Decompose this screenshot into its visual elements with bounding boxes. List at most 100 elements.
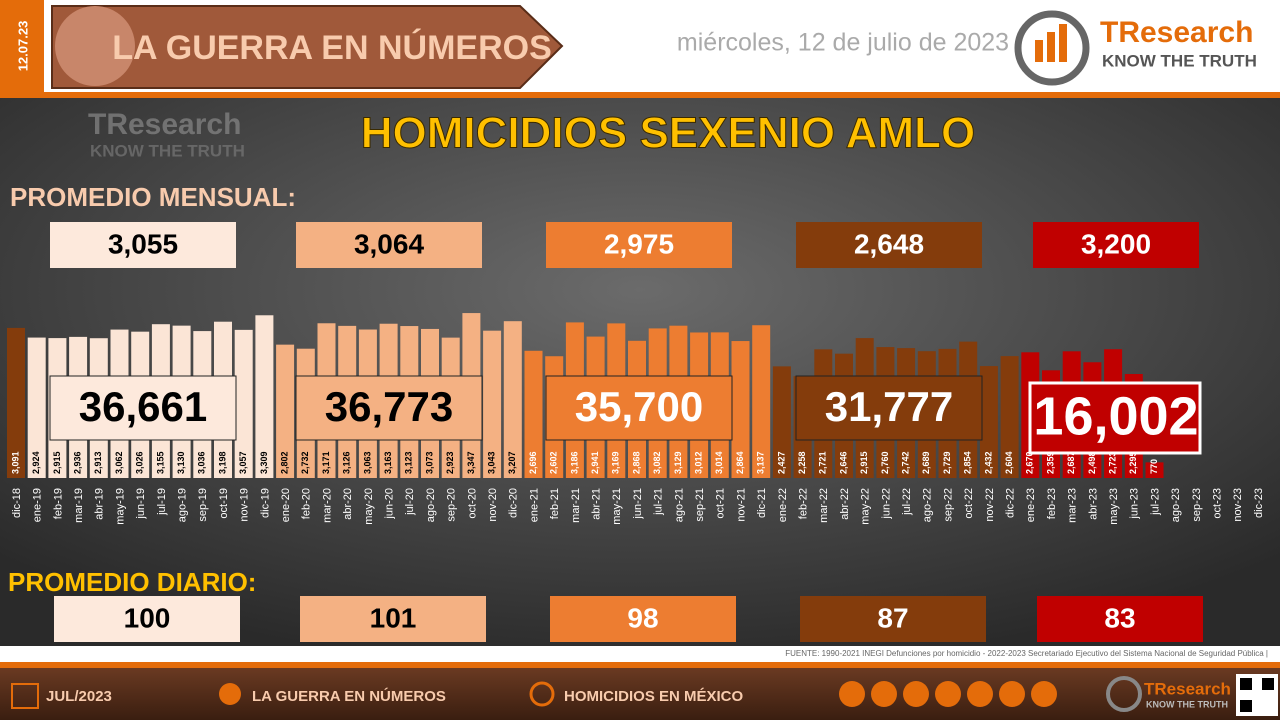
total-box — [49, 375, 237, 441]
x-tick-label: jun-21 — [632, 488, 644, 520]
value-label: 3,063 — [362, 451, 372, 474]
value-label: 3,123 — [404, 451, 414, 474]
daily-average: 87 — [877, 602, 908, 633]
section-title: LA GUERRA EN NÚMEROS — [112, 29, 552, 67]
daily-average: 101 — [370, 602, 417, 633]
period-total: 36,661 — [79, 383, 207, 430]
total-box — [295, 375, 483, 441]
value-label: 3,137 — [756, 451, 766, 474]
bar — [979, 366, 998, 478]
bar — [752, 325, 771, 478]
value-label: 3,155 — [155, 451, 165, 474]
x-tick-label: jul-21 — [653, 488, 665, 516]
facebook-icon[interactable] — [967, 681, 993, 707]
watermark-slogan: KNOW THE TRUTH — [90, 141, 245, 160]
x-tick-label: feb-19 — [52, 488, 64, 519]
daily-average: 100 — [124, 602, 171, 633]
x-tick-label: abr-21 — [591, 488, 603, 520]
x-tick-label: jun-23 — [1129, 488, 1141, 520]
x-tick-label: jun-20 — [384, 488, 396, 520]
period-total: 31,777 — [825, 383, 953, 430]
bar — [731, 341, 750, 478]
logo-bar — [1059, 24, 1067, 62]
value-label: 2,602 — [549, 451, 559, 474]
x-tick-label: mar-19 — [73, 488, 85, 523]
x-tick-label: feb-21 — [549, 488, 561, 519]
monthly-average: 3,064 — [354, 228, 424, 259]
value-label: 3,198 — [217, 451, 227, 474]
x-tick-label: dic-21 — [756, 488, 768, 518]
x-tick-label: dic-19 — [259, 488, 271, 518]
x-tick-label: may-23 — [1108, 488, 1120, 525]
x-tick-label: mar-21 — [570, 488, 582, 523]
youtube-icon[interactable] — [1031, 681, 1057, 707]
monthly-box — [50, 222, 236, 268]
value-label: 2,258 — [797, 451, 807, 474]
value-label: 3,186 — [569, 451, 579, 474]
x-tick-label: may-20 — [363, 488, 375, 525]
monthly-box — [296, 222, 482, 268]
monthly-box — [796, 222, 982, 268]
x-tick-label: nov-21 — [735, 488, 747, 522]
total-box — [795, 375, 983, 441]
date-tag: 12.07.23 — [15, 21, 30, 72]
x-tick-label: sep-23 — [1191, 488, 1203, 522]
monthly-box — [1033, 222, 1199, 268]
value-label: 3,062 — [114, 451, 124, 474]
value-label: 2,854 — [963, 451, 973, 474]
date-strip — [0, 0, 44, 92]
footer-logo-ring — [1106, 676, 1142, 712]
daily-box — [550, 596, 736, 642]
daily-average: 98 — [627, 602, 658, 633]
social-icons — [839, 681, 1057, 707]
value-label: 3,207 — [507, 451, 517, 474]
x-tick-label: abr-20 — [342, 488, 354, 520]
x-tick-label: dic-23 — [1253, 488, 1265, 518]
x-tick-label: dic-22 — [1005, 488, 1017, 518]
calendar-icon — [11, 683, 39, 709]
x-tick-label: may-19 — [114, 488, 126, 525]
footer-period: JUL/2023 — [46, 688, 112, 705]
x-tick-label: mar-23 — [1067, 488, 1079, 523]
value-label: 2,721 — [818, 451, 828, 474]
daily-label: PROMEDIO DIARIO: — [8, 567, 256, 597]
x-tick-label: sep-22 — [942, 488, 954, 522]
logo-slogan: KNOW THE TRUTH — [1102, 51, 1257, 70]
value-label: 3,126 — [342, 451, 352, 474]
daily-box — [300, 596, 486, 642]
x-tick-label: feb-20 — [301, 488, 313, 519]
linkedin-icon[interactable] — [999, 681, 1025, 707]
bar — [772, 366, 791, 478]
logo-bar — [1035, 40, 1043, 62]
value-label: 3,130 — [176, 451, 186, 474]
period-total: 35,700 — [575, 383, 703, 430]
footer-topic: HOMICIDIOS EN MÉXICO — [564, 688, 744, 705]
value-label: 2,913 — [93, 451, 103, 474]
x-tick-label: abr-23 — [1087, 488, 1099, 520]
x-tick-label: ene-21 — [528, 488, 540, 522]
web-icon[interactable] — [839, 681, 865, 707]
bar — [255, 315, 274, 478]
bar — [524, 350, 543, 478]
logo-brand: TResearch — [1100, 16, 1253, 49]
footer-bg — [0, 668, 1280, 720]
value-label: 3,036 — [197, 451, 207, 474]
value-label: 3,073 — [424, 451, 434, 474]
value-label: 2,687 — [1066, 451, 1076, 474]
mail-icon[interactable] — [903, 681, 929, 707]
value-label: 3,091 — [10, 451, 20, 474]
x-tick-label: may-21 — [611, 488, 623, 525]
bar — [503, 321, 522, 478]
daily-average: 83 — [1104, 602, 1135, 633]
twitter-icon[interactable] — [935, 681, 961, 707]
x-tick-label: oct-19 — [218, 488, 230, 519]
x-tick-label: sep-20 — [446, 488, 458, 522]
bar — [483, 330, 502, 478]
value-label: 2,941 — [590, 451, 600, 474]
x-tick-label: nov-19 — [239, 488, 251, 522]
x-tick-label: ene-20 — [280, 488, 292, 522]
value-label: 2,923 — [445, 451, 455, 474]
period-total: 16,002 — [1033, 386, 1198, 446]
phone-icon[interactable] — [871, 681, 897, 707]
qr-corner — [1240, 678, 1252, 690]
